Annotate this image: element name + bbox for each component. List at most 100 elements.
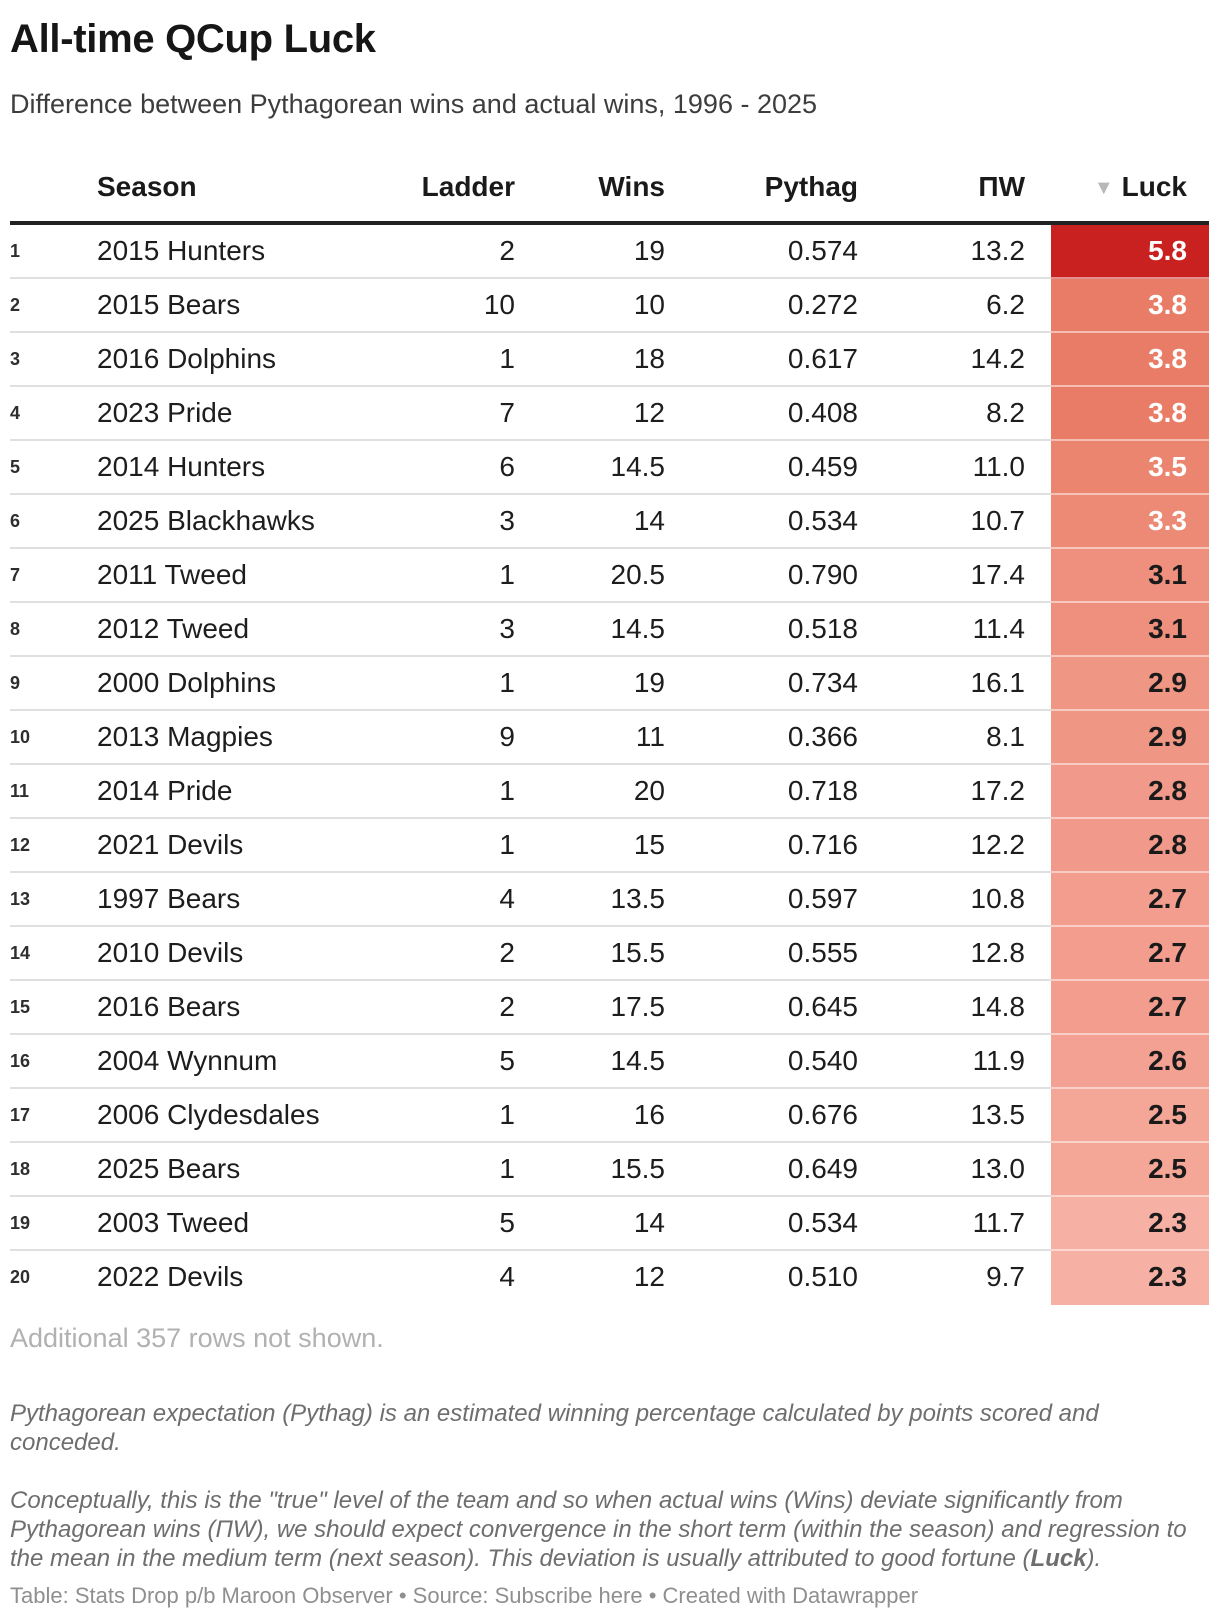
rank-cell: 20 [10,1266,31,1287]
table-row: 6 2025 Blackhawks 3 14 0.534 10.7 3.3 [10,495,1209,549]
pw-cell: 11.9 [858,1035,1051,1089]
wins-cell: 14.5 [515,603,665,657]
column-header-ladder[interactable]: Ladder [407,119,515,225]
season-cell: 2023 Pride [97,387,407,441]
pythag-cell: 0.510 [787,1261,858,1292]
wins-cell: 14.5 [515,1035,665,1089]
season-cell: 2014 Hunters [97,441,407,495]
column-header-season[interactable]: Season [97,119,407,225]
table-row: 17 2006 Clydesdales 1 16 0.676 13.5 2.5 [10,1089,1209,1143]
pw-cell: 11.4 [858,603,1051,657]
rank-cell: 4 [10,387,97,441]
ladder-cell: 1 [407,819,515,873]
wins-cell: 19 [515,225,665,279]
table-row: 8 2012 Tweed 3 14.5 0.518 11.4 3.1 [10,603,1209,657]
pythag-cell: 0.645 [665,981,858,1035]
table-row: 5 2014 Hunters 6 14.5 0.459 11.0 3.5 [10,441,1209,495]
pw-cell: 14.8 [858,981,1051,1035]
ladder-cell: 1 [407,333,515,387]
credit-line: Table: Stats Drop p/b Maroon Observer • … [10,1583,1209,1609]
pythag-cell: 0.617 [665,333,858,387]
credit-suffix: • Created with Datawrapper [642,1583,919,1608]
ladder-cell: 6 [407,441,515,495]
season-cell: 1997 Bears [97,873,407,927]
wins-cell: 19 [515,657,665,711]
pw-cell: 12.2 [858,819,1051,873]
wins-cell: 10 [515,279,665,333]
wins-cell: 13.5 [515,873,665,927]
season-cell: 2012 Tweed [97,603,407,657]
pythag-cell: 0.574 [665,225,858,279]
table-row: 11 2014 Pride 1 20 0.718 17.2 2.8 [10,765,1209,819]
rank-cell: 9 [10,657,97,711]
credit-prefix: Table: Stats Drop p/b Maroon Observer • … [10,1583,495,1608]
pw-cell: 6.2 [858,279,1051,333]
ladder-cell: 1 [407,549,515,603]
luck-cell: 2.7 [1051,981,1209,1035]
pythag-cell: 0.555 [665,927,858,981]
wins-cell: 15.5 [515,1143,665,1197]
pythag-cell: 0.534 [665,1197,858,1251]
table-row: 14 2010 Devils 2 15.5 0.555 12.8 2.7 [10,927,1209,981]
season-cell: 2025 Blackhawks [97,495,407,549]
more-rows-note: Additional 357 rows not shown. [10,1323,384,1353]
rank-cell: 13 [10,873,97,927]
ladder-cell: 3 [407,495,515,549]
ladder-cell: 1 [407,1143,515,1197]
pythag-cell: 0.676 [665,1089,858,1143]
source-link[interactable]: Subscribe here [494,1583,643,1608]
column-header-luck[interactable]: ▼ Luck [1051,119,1209,225]
ladder-cell: 3 [407,603,515,657]
rank-cell: 19 [10,1197,97,1251]
season-cell: 2021 Devils [97,819,407,873]
season-cell: 2004 Wynnum [97,1035,407,1089]
pw-cell: 17.4 [858,549,1051,603]
season-cell: 2015 Hunters [97,225,407,279]
pythag-cell: 0.734 [665,657,858,711]
luck-cell: 2.7 [1051,873,1209,927]
column-header-wins[interactable]: Wins [515,119,665,225]
pw-cell: 13.2 [858,225,1051,279]
pythag-cell: 0.534 [665,495,858,549]
luck-cell: 3.8 [1051,333,1209,387]
pythag-cell: 0.366 [665,711,858,765]
luck-cell: 2.5 [1051,1143,1209,1197]
footnote-concept-end: ). [1086,1545,1102,1572]
ladder-cell: 4 [499,1261,515,1292]
sort-desc-icon: ▼ [1093,177,1114,199]
table-row: 7 2011 Tweed 1 20.5 0.790 17.4 3.1 [10,549,1209,603]
ladder-cell: 1 [407,1089,515,1143]
luck-cell: 3.1 [1051,603,1209,657]
pw-cell: 11.7 [858,1197,1051,1251]
wins-cell: 16 [515,1089,665,1143]
wins-cell: 15 [515,819,665,873]
season-cell: 2014 Pride [97,765,407,819]
wins-cell: 14 [515,495,665,549]
rank-cell: 3 [10,333,97,387]
ladder-cell: 5 [407,1035,515,1089]
season-cell: 2016 Dolphins [97,333,407,387]
luck-cell: 2.8 [1051,765,1209,819]
season-cell: 2010 Devils [97,927,407,981]
pw-cell: 13.0 [858,1143,1051,1197]
luck-cell: 3.8 [1051,279,1209,333]
pw-cell: 8.2 [858,387,1051,441]
pythag-cell: 0.718 [665,765,858,819]
luck-cell: 2.6 [1051,1035,1209,1089]
wins-cell: 12 [515,387,665,441]
rank-cell: 1 [10,225,97,279]
table-row: 3 2016 Dolphins 1 18 0.617 14.2 3.8 [10,333,1209,387]
rank-cell: 16 [10,1035,97,1089]
column-header-pythag[interactable]: Pythag [665,119,858,225]
column-header-luck-label: Luck [1121,171,1187,202]
pw-cell: 8.1 [858,711,1051,765]
wins-cell: 20 [515,765,665,819]
pythag-cell: 0.716 [665,819,858,873]
season-cell: 2015 Bears [97,279,407,333]
footnote-luck-bold: Luck [1030,1545,1087,1572]
luck-cell: 2.5 [1051,1089,1209,1143]
pw-cell: 10.7 [858,495,1051,549]
column-header-pw[interactable]: ΠW [858,119,1051,225]
season-cell: 2013 Magpies [97,711,407,765]
footnote-concept: Conceptually, this is the "true" level o… [10,1486,1209,1573]
